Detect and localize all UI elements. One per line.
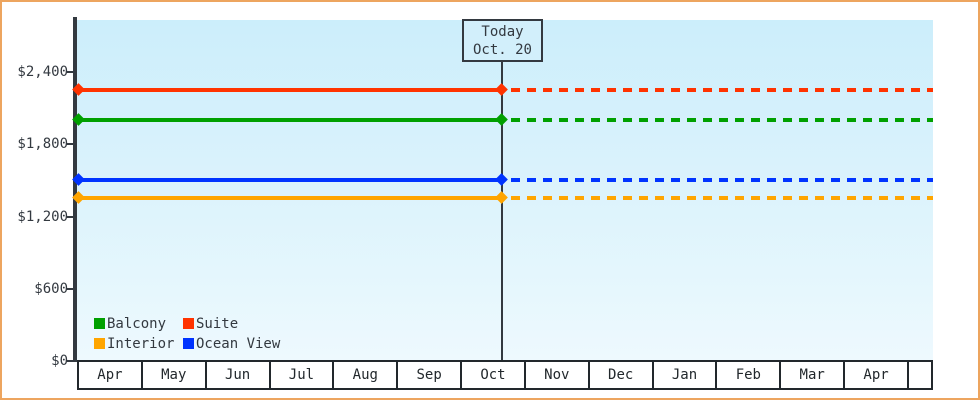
y-axis-line xyxy=(73,17,77,362)
month-cell-mar-11: Mar xyxy=(781,362,846,388)
series-line-balcony-solid xyxy=(77,118,502,123)
x-axis-month-row: Apr May Jun Jul Aug Sep Oct Nov Dec Jan Feb Mar Apr xyxy=(77,360,933,390)
y-axis-tick-0 xyxy=(67,360,74,362)
chart-legend: Balcony Suite Interior Ocean View xyxy=(94,315,280,352)
legend-item-suite: Suite xyxy=(183,315,280,332)
today-annotation-box: Today Oct. 20 xyxy=(462,19,543,62)
legend-label-interior: Interior xyxy=(107,335,175,352)
y-axis-label-1200: $1,200 xyxy=(17,208,68,225)
y-axis-label-1800: $1,800 xyxy=(17,136,68,153)
plot-area xyxy=(77,20,933,360)
month-cell-empty xyxy=(908,362,931,388)
month-cell-jan-9: Jan xyxy=(653,362,718,388)
today-date: Oct. 20 xyxy=(472,41,532,58)
month-cell-jul-3: Jul xyxy=(270,362,335,388)
legend-item-interior: Interior xyxy=(94,335,183,352)
legend-swatch-interior xyxy=(94,338,105,349)
month-cell-apr-12: Apr xyxy=(845,362,909,388)
month-cell-feb-10: Feb xyxy=(717,362,782,388)
month-cell-sep-5: Sep xyxy=(398,362,463,388)
legend-label-balcony: Balcony xyxy=(107,315,167,332)
month-cell-oct-6: Oct xyxy=(462,362,526,388)
today-label: Today xyxy=(481,23,524,40)
month-cell-aug-4: Aug xyxy=(334,362,399,388)
y-axis-label-0: $0 xyxy=(51,353,68,369)
series-line-ocean-view-dashed xyxy=(511,178,933,183)
y-axis-tick-600 xyxy=(67,287,74,290)
y-axis-tick-1800 xyxy=(67,143,74,146)
legend-item-ocean-view: Ocean View xyxy=(183,335,280,352)
month-cell-nov-7: Nov xyxy=(525,362,590,388)
month-cell-may-1: May xyxy=(142,362,207,388)
series-line-ocean-view-solid xyxy=(77,178,502,183)
series-line-suite-solid xyxy=(77,88,502,93)
month-cell-apr-0: Apr xyxy=(79,362,143,388)
y-axis-tick-1200 xyxy=(67,215,74,218)
series-line-balcony-dashed xyxy=(511,118,933,123)
y-axis-label-600: $600 xyxy=(34,280,68,297)
legend-label-ocean-view: Ocean View xyxy=(196,335,281,352)
y-axis-label-2400: $2,400 xyxy=(17,64,68,80)
legend-label-suite: Suite xyxy=(196,315,239,332)
legend-swatch-ocean-view xyxy=(183,338,194,349)
y-axis-tick-2400 xyxy=(67,71,74,73)
legend-item-balcony: Balcony xyxy=(94,315,183,332)
month-cell-jun-2: Jun xyxy=(206,362,271,388)
month-cell-dec-8: Dec xyxy=(589,362,654,388)
series-line-interior-dashed xyxy=(511,196,933,201)
legend-swatch-balcony xyxy=(94,318,105,329)
series-line-suite-dashed xyxy=(511,88,933,93)
today-vertical-line xyxy=(501,60,503,361)
series-line-interior-solid xyxy=(77,196,502,201)
legend-swatch-suite xyxy=(183,318,194,329)
